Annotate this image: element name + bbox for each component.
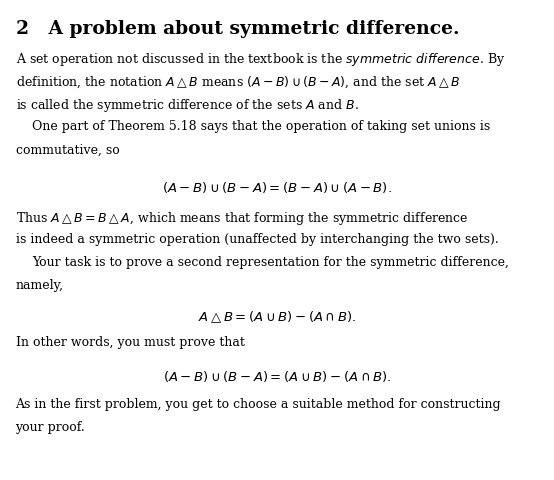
Text: definition, the notation $A \triangle B$ means $(A - B) \cup (B - A)$, and the s: definition, the notation $A \triangle B$…: [16, 74, 460, 90]
Text: is called the symmetric difference of the sets $A$ and $B$.: is called the symmetric difference of th…: [16, 97, 358, 114]
Text: $(A - B) \cup (B - A) = (A \cup B) - (A \cap B).$: $(A - B) \cup (B - A) = (A \cup B) - (A …: [163, 369, 391, 384]
Text: namely,: namely,: [16, 279, 64, 292]
Text: $A \triangle B = (A \cup B) - (A \cap B).$: $A \triangle B = (A \cup B) - (A \cap B)…: [198, 310, 356, 325]
Text: A set operation not discussed in the textbook is the $\mathit{symmetric\ differe: A set operation not discussed in the tex…: [16, 51, 505, 68]
Text: 2   A problem about symmetric difference.: 2 A problem about symmetric difference.: [16, 20, 459, 38]
Text: commutative, so: commutative, so: [16, 144, 119, 156]
Text: As in the first problem, you get to choose a suitable method for constructing: As in the first problem, you get to choo…: [16, 398, 501, 411]
Text: is indeed a symmetric operation (unaffected by interchanging the two sets).: is indeed a symmetric operation (unaffec…: [16, 233, 498, 246]
Text: In other words, you must prove that: In other words, you must prove that: [16, 336, 244, 349]
Text: Your task is to prove a second representation for the symmetric difference,: Your task is to prove a second represent…: [32, 256, 509, 269]
Text: your proof.: your proof.: [16, 421, 85, 434]
Text: Thus $A \triangle B = B \triangle A$, which means that forming the symmetric dif: Thus $A \triangle B = B \triangle A$, wh…: [16, 210, 468, 227]
Text: $(A - B) \cup (B - A) = (B - A) \cup (A - B).$: $(A - B) \cup (B - A) = (B - A) \cup (A …: [162, 180, 392, 195]
Text: One part of Theorem 5.18 says that the operation of taking set unions is: One part of Theorem 5.18 says that the o…: [32, 120, 490, 133]
